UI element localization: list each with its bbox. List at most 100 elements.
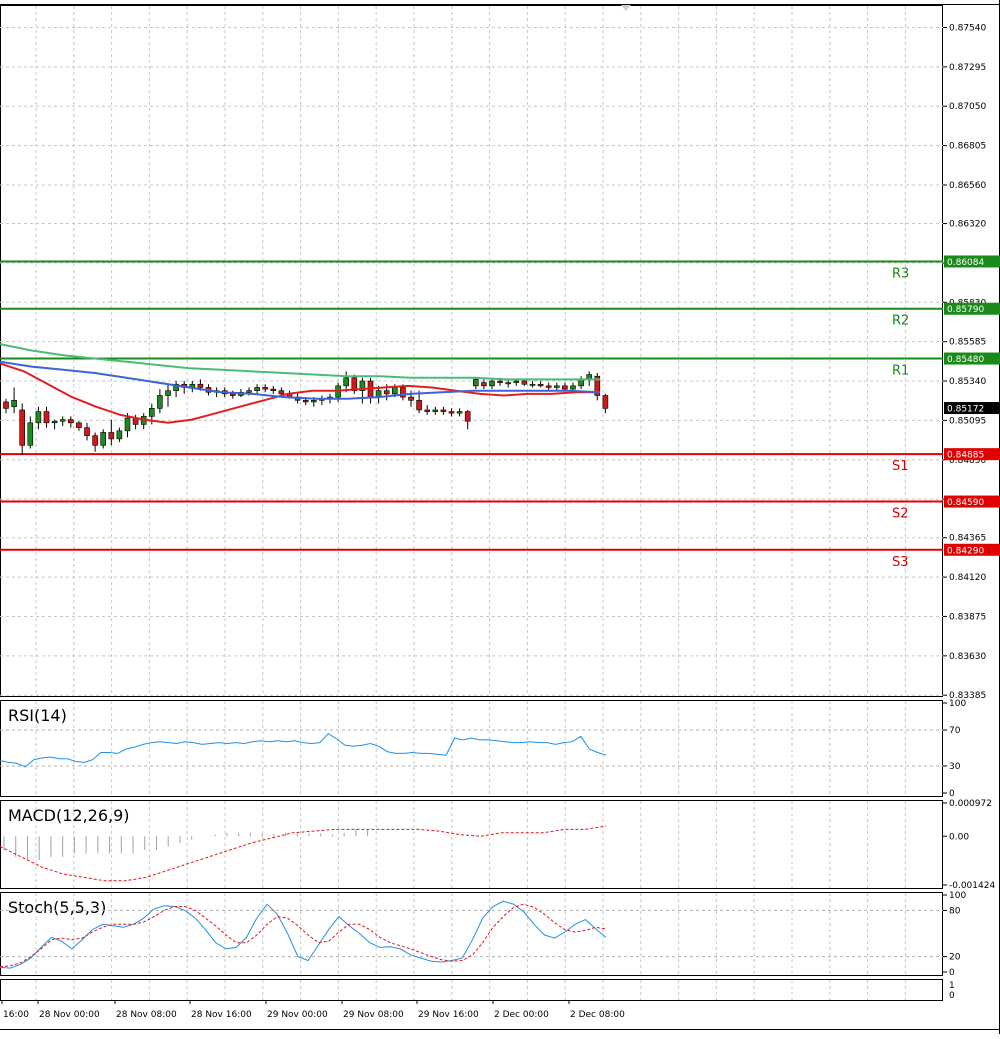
- candle-body: [100, 432, 106, 446]
- moving-average-line: [0, 362, 600, 424]
- candle-body: [545, 385, 552, 388]
- candle-body: [594, 375, 601, 396]
- pane-border: [0, 892, 943, 976]
- level-price-tag-label: 0.85480: [947, 355, 984, 365]
- candle-body: [440, 409, 447, 412]
- indicator-tick-label: 70: [949, 726, 961, 736]
- price-tick-label: 0.83875: [949, 612, 986, 622]
- price-tick-label: 0.86320: [949, 220, 986, 230]
- candle-body: [51, 420, 58, 424]
- level-price-tag-label: 0.86084: [947, 258, 984, 268]
- time-axis-label: 29 Nov 00:00: [267, 1010, 328, 1020]
- candle-body: [35, 411, 42, 424]
- candle-body: [246, 390, 252, 393]
- indicator-tick-label: 80: [949, 906, 961, 916]
- candle-body: [59, 419, 66, 422]
- moving-average-line: [0, 360, 601, 400]
- level-label-s3: S3: [892, 555, 909, 570]
- candle-body: [432, 409, 439, 412]
- price-tick-label: 0.84365: [949, 534, 986, 544]
- time-axis-label: 28 Nov 08:00: [116, 1010, 177, 1020]
- level-price-tag: [944, 448, 1000, 461]
- indicator-title: RSI(14): [8, 706, 67, 725]
- indicator-signal-line: [0, 903, 607, 968]
- candle-body: [416, 400, 422, 411]
- price-tick-label: 0.85095: [949, 416, 986, 426]
- level-label-s1: S1: [892, 459, 909, 474]
- candle-body: [302, 400, 309, 403]
- candle-body: [448, 411, 455, 414]
- candle-body: [76, 422, 82, 428]
- level-label-r3: R3: [892, 266, 909, 281]
- candle-body: [351, 377, 358, 391]
- indicator-title: Stoch(5,5,3): [8, 898, 106, 917]
- level-price-tag: [944, 543, 1000, 556]
- candle-body: [602, 395, 609, 409]
- price-tick-label: 0.86805: [949, 142, 986, 152]
- price-tick-label: 0.85340: [949, 377, 986, 387]
- indicator-tick-label: 0.00: [949, 832, 969, 842]
- price-tick-label: 0.87295: [949, 63, 986, 73]
- level-price-tag: [944, 495, 1000, 508]
- time-axis-label: 29 Nov 16:00: [418, 1010, 479, 1020]
- candle-body: [173, 383, 179, 391]
- candle-body: [408, 396, 414, 401]
- candle-body: [505, 382, 512, 385]
- candle-body: [278, 390, 285, 395]
- candle-body: [124, 417, 131, 432]
- level-price-tag: [944, 352, 1000, 365]
- moving-average-line: [0, 343, 600, 381]
- indicator-main-line: [0, 732, 607, 768]
- candle-body: [456, 411, 463, 414]
- time-axis-label: 29 Nov 08:00: [343, 1010, 404, 1020]
- price-tick-label: 0.83630: [949, 652, 986, 662]
- candle-body: [391, 387, 398, 395]
- candle-body: [472, 379, 479, 387]
- indicator-tick-label: 0.000972: [949, 799, 992, 809]
- indicator-tick-label: 0: [949, 789, 955, 799]
- time-axis-label: 2 Dec 08:00: [570, 1010, 625, 1020]
- indicator-tick-label: 30: [949, 762, 961, 772]
- chart-shift-marker: [621, 5, 631, 11]
- candle-body: [570, 385, 576, 390]
- candle-body: [359, 380, 366, 391]
- extra-pane-tick: 1: [949, 981, 955, 991]
- level-price-tag: [944, 302, 1000, 315]
- indicator-tick-label: 0: [949, 968, 955, 978]
- candle-body: [424, 409, 431, 412]
- candle-body: [497, 380, 503, 383]
- candle-body: [270, 388, 277, 391]
- candle-body: [92, 435, 98, 446]
- candle-body: [68, 419, 74, 424]
- level-price-tag-label: 0.84590: [947, 498, 984, 508]
- candle-body: [157, 395, 163, 409]
- pane-border: [0, 5, 943, 697]
- candle-body: [197, 383, 204, 388]
- candle-body: [529, 383, 536, 386]
- candle-body: [230, 393, 236, 396]
- candle-body: [27, 422, 34, 446]
- price-tick-label: 0.87540: [949, 23, 986, 33]
- candle-body: [3, 401, 9, 409]
- candle-body: [262, 387, 269, 390]
- level-price-tag-label: 0.85790: [947, 305, 984, 315]
- time-axis-label: 16:00: [3, 1010, 29, 1020]
- extra-pane-tick: 0: [949, 991, 955, 1001]
- candle-body: [513, 380, 520, 383]
- indicator-tick-label: 100: [949, 891, 966, 901]
- current-price-tag: [944, 402, 1000, 415]
- candle-body: [562, 385, 568, 390]
- indicator-tick-label: 20: [949, 953, 961, 963]
- indicator-tick-label: 100: [949, 699, 966, 709]
- candle-body: [254, 387, 260, 391]
- candle-body: [537, 383, 544, 387]
- price-tick-label: 0.85585: [949, 338, 986, 348]
- candle-body: [343, 377, 350, 387]
- current-price-label: 0.85172: [947, 405, 984, 415]
- time-axis-label: 28 Nov 16:00: [191, 1010, 252, 1020]
- candle-body: [11, 400, 17, 408]
- price-tick-label: 0.84120: [949, 573, 986, 583]
- candle-body: [464, 411, 471, 422]
